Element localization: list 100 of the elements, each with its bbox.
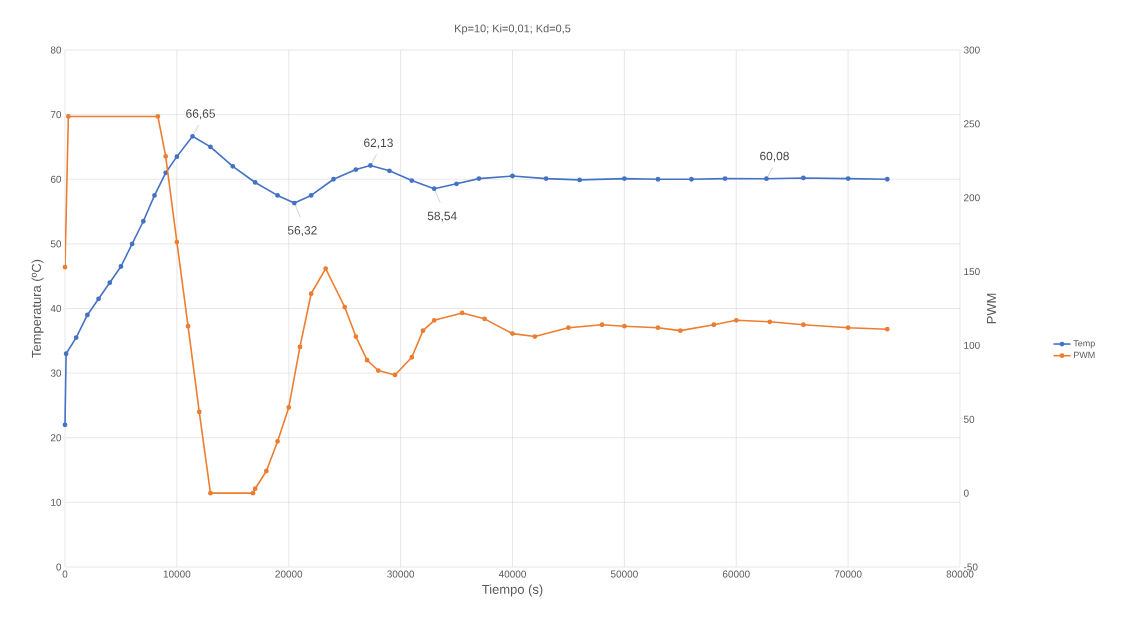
point xyxy=(263,468,269,474)
point xyxy=(62,422,68,428)
point xyxy=(364,357,370,363)
point xyxy=(375,368,381,373)
point xyxy=(543,176,549,181)
y2-tick-label: 150 xyxy=(964,268,980,276)
point xyxy=(689,176,694,182)
point xyxy=(323,266,329,272)
y-tick-label: 70 xyxy=(50,111,62,119)
point xyxy=(621,323,627,329)
y2-tick-label: 250 xyxy=(964,120,980,128)
point xyxy=(308,193,314,198)
y-tick-label: 60 xyxy=(50,175,62,183)
point xyxy=(566,325,571,331)
y2-tick-label: 100 xyxy=(964,341,980,349)
point xyxy=(174,239,180,245)
point xyxy=(190,133,195,139)
x-tick-label: 20000 xyxy=(275,570,303,578)
point xyxy=(884,176,890,182)
point xyxy=(845,325,851,331)
point xyxy=(275,193,280,198)
point xyxy=(733,317,739,323)
point xyxy=(342,304,348,310)
y-tick-label: 0 xyxy=(56,563,62,571)
point xyxy=(63,351,69,357)
point xyxy=(510,331,515,336)
point xyxy=(297,344,303,350)
point xyxy=(392,372,398,378)
y-tick-label: 30 xyxy=(50,369,62,377)
annotation: 66,65 xyxy=(186,109,215,120)
point xyxy=(196,409,202,415)
point xyxy=(73,335,79,340)
x-axis-title: Tiempo (s) xyxy=(482,584,543,597)
y-tick-label: 20 xyxy=(50,434,62,442)
point xyxy=(286,405,292,410)
chart-title: Kp=10; Ki=0,01; Kd=0,5 xyxy=(455,24,571,35)
x-tick-label: 10000 xyxy=(163,570,191,578)
point xyxy=(252,180,258,185)
point xyxy=(420,328,426,334)
legend-label: Temp xyxy=(1073,340,1095,349)
point xyxy=(368,163,373,168)
y-tick-label: 10 xyxy=(51,498,62,506)
point xyxy=(65,114,71,119)
point xyxy=(250,490,256,496)
y2-tick-label: 300 xyxy=(963,46,980,54)
point xyxy=(155,114,161,119)
point xyxy=(532,334,538,339)
point xyxy=(84,312,90,318)
x-tick-label: 70000 xyxy=(834,570,862,578)
point xyxy=(96,296,101,302)
point xyxy=(152,193,157,198)
point xyxy=(230,163,236,169)
point xyxy=(510,173,515,179)
point xyxy=(308,291,314,297)
point xyxy=(252,486,258,492)
point xyxy=(208,490,213,496)
x-tick-label: 0 xyxy=(62,570,68,578)
point xyxy=(655,176,661,182)
annotation: 56,32 xyxy=(287,226,317,236)
x-tick-label: 80000 xyxy=(946,570,974,578)
point xyxy=(409,178,415,183)
point xyxy=(476,176,482,181)
point xyxy=(454,181,459,187)
x-tick-label: 50000 xyxy=(610,570,638,578)
point xyxy=(331,176,336,182)
point xyxy=(677,328,683,334)
point xyxy=(208,144,213,150)
point xyxy=(845,176,851,181)
y-tick-label: 80 xyxy=(50,46,62,54)
point xyxy=(577,177,583,183)
annotation: 62,13 xyxy=(364,138,393,149)
point xyxy=(163,153,169,159)
point xyxy=(185,323,191,329)
point xyxy=(353,334,359,339)
x-tick-label: 30000 xyxy=(387,570,415,578)
y2-tick-label: -50 xyxy=(963,563,978,571)
point xyxy=(129,241,135,247)
point xyxy=(764,176,769,182)
point xyxy=(62,264,68,270)
y2-tick-label: 50 xyxy=(963,415,975,423)
point xyxy=(459,310,465,316)
y-axis-title: Temperatura (ºC) xyxy=(31,259,44,358)
point xyxy=(431,186,437,192)
point xyxy=(767,319,773,325)
point xyxy=(431,317,437,323)
point xyxy=(722,176,728,181)
point xyxy=(353,167,359,172)
y2-axis-title: PWM xyxy=(987,293,996,324)
point xyxy=(409,354,415,360)
y-tick-label: 50 xyxy=(50,240,62,248)
y2-tick-label: 200 xyxy=(964,194,980,202)
annotation: 58,54 xyxy=(427,211,457,222)
legend-label: PWM xyxy=(1074,351,1095,359)
x-tick-label: 60000 xyxy=(722,570,750,578)
point xyxy=(118,264,124,269)
point xyxy=(140,218,146,224)
y2-tick-label: 0 xyxy=(963,489,969,497)
point xyxy=(800,175,806,181)
point xyxy=(275,439,280,444)
point xyxy=(107,280,113,286)
